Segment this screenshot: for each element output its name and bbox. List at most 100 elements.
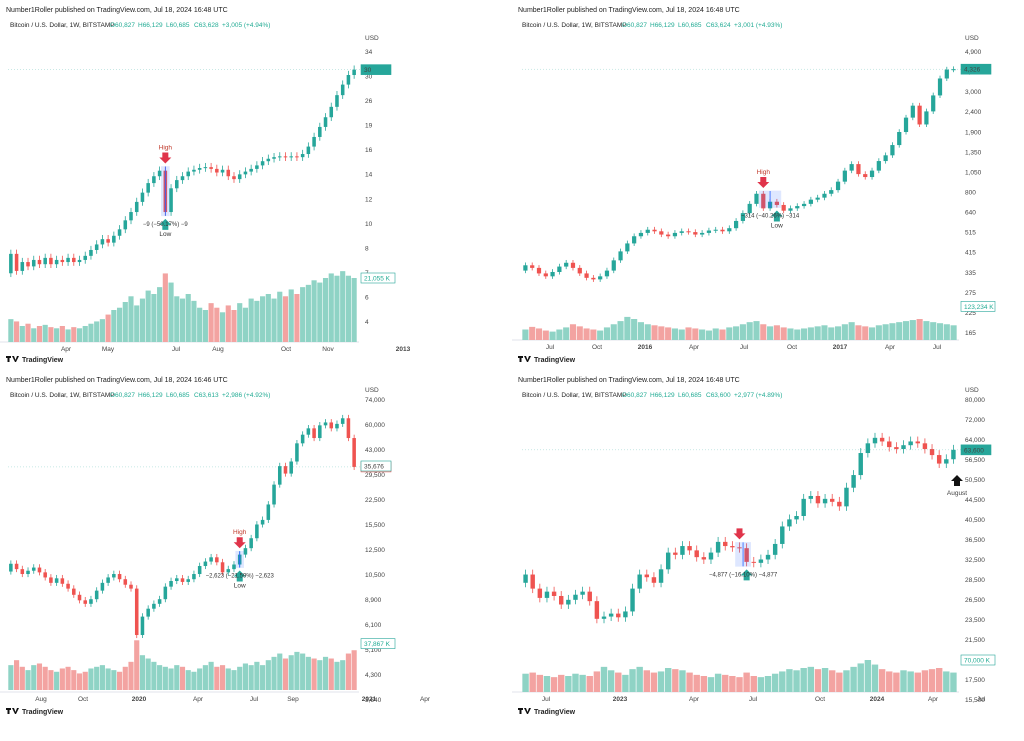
candle-body [43,257,47,265]
candle-body [751,561,756,563]
candle-body [887,441,892,448]
volume-bar [672,669,679,692]
candle-body [713,229,718,231]
volume-bar [579,674,586,692]
candle-body [744,548,749,562]
tradingview-logo-icon [518,356,531,362]
volume-bar [128,296,134,342]
candle-body [951,449,956,460]
volume-bar [807,327,814,340]
candle-body [901,445,906,450]
candle-body [929,449,935,456]
candle-body [652,229,657,232]
candle-body [765,554,771,560]
candle-body [89,599,93,604]
volume-bar [265,294,271,342]
candle-body [157,170,162,177]
volume-bar [807,666,815,692]
candle-body [175,578,179,582]
candle-body [329,422,334,429]
y-tick-label: 15,500 [365,522,385,529]
high-label: High [233,529,247,536]
ohlc-open: O60,827 [622,22,647,29]
y-tick-label: 44,500 [965,497,985,504]
volume-bar [145,658,151,690]
volume-bar [294,651,300,690]
candle-body [180,176,185,181]
candle-body [77,594,82,601]
symbol-line: Bitcoin / U.S. Dollar, 1W, BITSTAMP [10,22,115,29]
red-arrow-down-icon [757,176,770,188]
volume-bar [237,666,243,690]
last-price-label: 63,600 [964,447,984,454]
candle-body [672,232,678,237]
candle-body [249,538,253,549]
y-tick-label: 40,500 [965,517,985,524]
volume-bar [657,671,665,692]
volume-bar [828,327,835,340]
candle-body [14,253,19,271]
candle-body [897,132,902,146]
y-tick-label: 3,000 [965,89,982,96]
candle-body [523,574,528,583]
candle-body [908,441,913,446]
volume-bar [550,677,558,692]
candle-body [203,167,208,169]
volume-bar [351,278,357,342]
volume-bar [896,322,903,340]
candle-body [94,590,99,600]
y-tick-label: 4,300 [365,672,382,679]
candle-body [693,232,698,235]
volume-bar [593,671,601,692]
volume-bar [637,322,645,340]
candle-body [536,267,542,274]
candle-body [623,611,628,618]
volume-bar [923,321,930,340]
candle-body [140,192,145,202]
volume-bar [787,328,794,340]
y-tick-label: 36,500 [965,537,985,544]
volume-bar [191,671,197,690]
volume-bar [162,666,168,690]
candle-body [117,229,122,236]
volume-bar [219,665,226,690]
volume-bar [699,329,706,340]
volume-bar [174,665,180,690]
volume-bar [197,307,203,342]
ohlc-change: +2,977 (+4.89%) [734,392,782,399]
y-tick-label: 1,350 [965,149,982,156]
volume-bar [821,668,829,692]
candle-body [837,501,842,507]
volume-bar [893,672,900,692]
candle-body [679,231,684,233]
sub-price-box [360,460,392,472]
volume-bar [558,674,565,692]
volume-bar [179,298,186,342]
candle-body [123,579,128,585]
volume-bar [617,321,624,340]
volume-bar [542,330,549,340]
candle-body [186,171,190,177]
volume-bar [36,663,43,690]
x-tick-label: Sep [287,696,299,703]
y-tick-label: 60,000 [365,422,385,429]
side-note: August [947,490,967,497]
volume-bar [82,671,88,690]
volume-bar [214,666,220,690]
volume-bar [202,310,208,342]
volume-bar [94,321,100,342]
candle-body [215,557,219,563]
candle-body [625,243,630,252]
candle-body [352,438,356,467]
volume-bar [536,674,544,692]
candle-body [915,441,920,444]
volume-bar [786,669,793,692]
volume-bar [921,670,929,692]
volume-bar [105,314,111,342]
y-tick-label: 26 [365,98,373,105]
candle-body [220,562,225,573]
candle-body [787,519,792,527]
volume-bar [814,669,822,692]
volume-bar [600,666,608,692]
red-arrow-down-icon [233,537,246,549]
